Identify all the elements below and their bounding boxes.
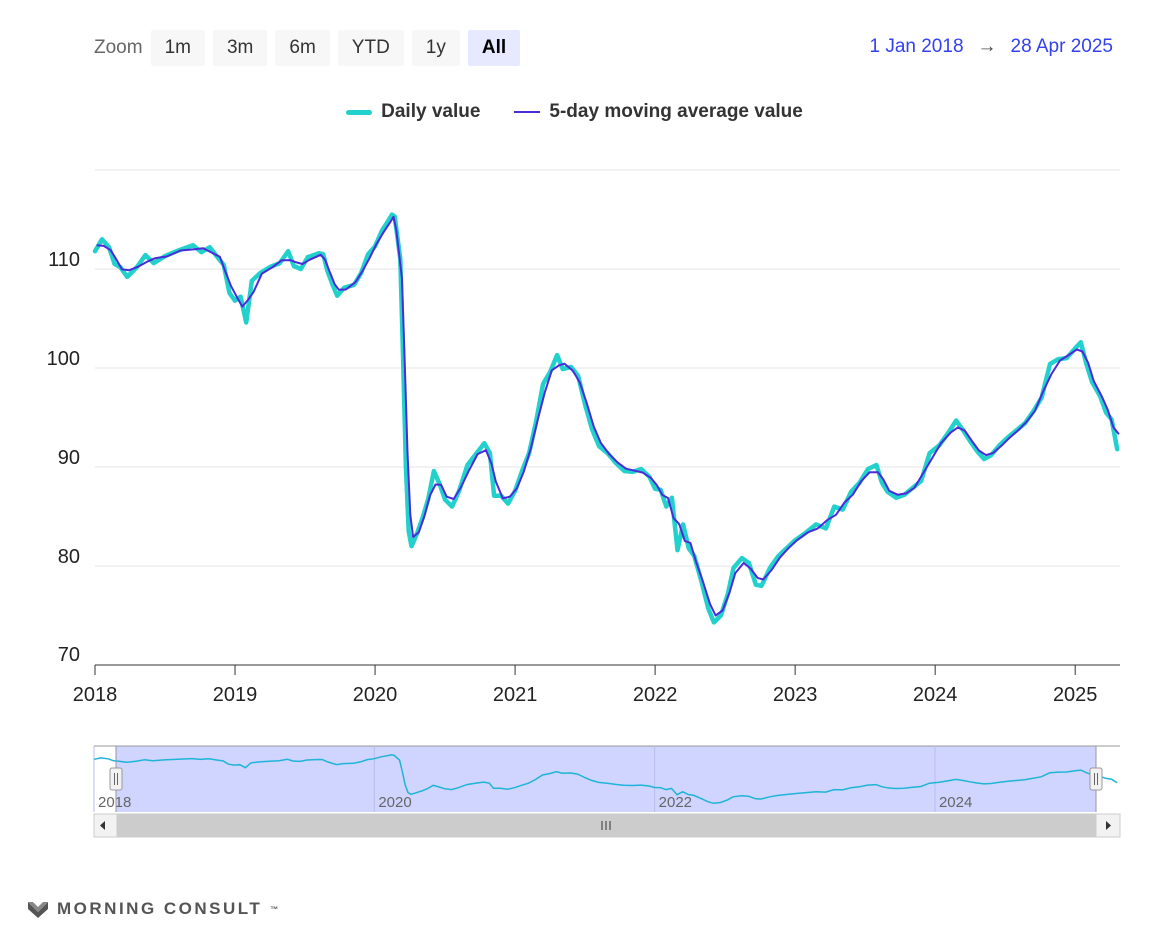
m-logo-icon	[28, 902, 48, 918]
handle-box	[109, 767, 123, 791]
legend-label-daily: Daily value	[381, 101, 481, 122]
handle-box	[1089, 767, 1103, 791]
y-tick-label: 100	[47, 348, 80, 370]
grip-icon	[114, 773, 118, 785]
grid-lines	[95, 169, 1120, 567]
morning-consult-logo: MORNING CONSULT ™	[27, 899, 278, 919]
date-range: 1 Jan 2018 → 28 Apr 2025	[869, 36, 1113, 58]
navigator-label: 2018	[98, 794, 131, 811]
y-tick-label: 110	[48, 249, 80, 271]
zoom-label: Zoom	[94, 36, 143, 58]
navigator-right-handle[interactable]	[1089, 746, 1103, 812]
x-axis: 2018 2019 2020 2021 2022 2023 2024 2025	[73, 664, 1120, 706]
y-tick-label: 80	[58, 546, 80, 568]
range-to[interactable]: 28 Apr 2025	[1010, 36, 1113, 57]
navigator[interactable]: 2018 2020 2022 2024	[93, 745, 1121, 838]
x-tick-label: 2020	[353, 684, 398, 706]
legend-swatch-ma	[514, 111, 541, 113]
chart-legend: Daily value 5-day moving average value	[0, 101, 1149, 123]
y-tick-label: 70	[58, 644, 80, 666]
range-arrow: →	[977, 36, 997, 57]
grip-lines-icon	[601, 821, 611, 830]
zoom-6m-button[interactable]: 6m	[275, 29, 330, 66]
scroll-right-arrow-icon[interactable]	[1106, 821, 1111, 830]
line-chart: 70 80 90 100 110 2018 2019 2020 2021 2022 2023 202…	[47, 169, 1121, 838]
x-tick-label: 2023	[773, 684, 818, 706]
series-group	[92, 212, 1120, 625]
grip-icon	[1094, 773, 1098, 785]
legend-item-ma[interactable]: 5-day moving average value	[514, 101, 803, 123]
x-tick-label: 2024	[913, 684, 958, 706]
navigator-left-handle[interactable]	[109, 746, 123, 812]
zoom-all-button[interactable]: All	[467, 29, 521, 66]
navigator-selected-range	[116, 746, 1096, 812]
series-ma-line	[96, 215, 1120, 617]
y-tick-label: 90	[58, 447, 80, 469]
series-daily-line	[92, 212, 1120, 625]
legend-swatch-daily	[346, 109, 373, 115]
navigator-label: 2024	[939, 794, 972, 811]
logo-text: MORNING CONSULT	[57, 899, 263, 918]
x-tick-label: 2022	[633, 684, 678, 706]
zoom-ytd-button[interactable]: YTD	[337, 29, 404, 66]
range-from[interactable]: 1 Jan 2018	[869, 36, 964, 57]
zoom-toolbar: Zoom 1m 3m 6m YTD 1y All	[94, 29, 528, 66]
legend-label-ma: 5-day moving average value	[549, 101, 803, 122]
x-tick-label: 2025	[1053, 684, 1098, 706]
navigator-label: 2022	[659, 794, 692, 811]
legend-item-daily[interactable]: Daily value	[346, 101, 480, 123]
x-tick-label: 2021	[493, 684, 538, 706]
x-tick-label: 2019	[213, 684, 258, 706]
scrollbar[interactable]	[93, 813, 1121, 838]
scroll-left-arrow-icon[interactable]	[100, 821, 105, 830]
y-axis: 70 80 90 100 110	[47, 249, 80, 666]
navigator-series-line	[93, 754, 1118, 805]
logo-mark: ™	[270, 904, 279, 914]
navigator-label: 2020	[378, 794, 411, 811]
zoom-1m-button[interactable]: 1m	[150, 29, 205, 66]
zoom-3m-button[interactable]: 3m	[212, 29, 268, 66]
zoom-1y-button[interactable]: 1y	[411, 29, 460, 66]
x-tick-label: 2018	[73, 684, 118, 706]
